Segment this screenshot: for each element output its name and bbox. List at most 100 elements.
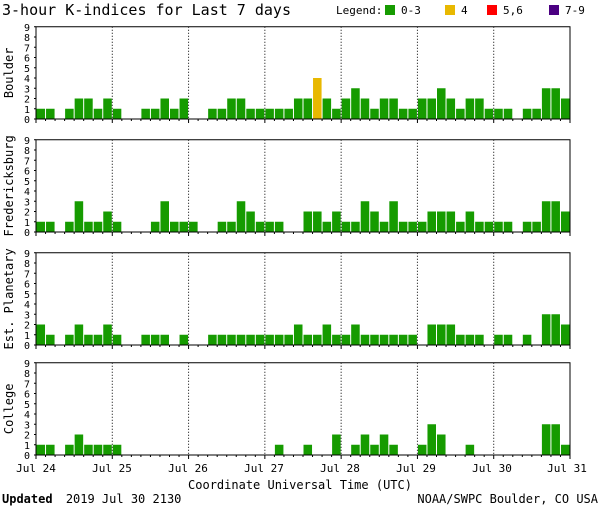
kp-bar — [217, 108, 227, 119]
kp-bar — [170, 221, 179, 232]
kp-bar — [341, 221, 351, 232]
x-tick-label: Jul 24 — [16, 462, 56, 475]
y-tick-label: 5 — [24, 64, 30, 75]
y-tick-label: 5 — [24, 290, 30, 301]
kp-bar — [398, 334, 408, 345]
y-tick-label: 6 — [24, 167, 30, 178]
y-tick-label: 8 — [24, 146, 30, 157]
kp-bar — [541, 424, 551, 455]
kp-bar — [36, 108, 46, 119]
y-tick-label: 3 — [24, 310, 30, 321]
kp-bar — [84, 221, 93, 232]
x-tick-label: Jul 27 — [244, 462, 284, 475]
kp-bar — [560, 444, 570, 455]
kp-bar — [370, 211, 379, 232]
kp-bar — [74, 434, 84, 455]
kp-bar — [303, 98, 313, 119]
kp-bar — [541, 88, 551, 119]
y-tick-label: 4 — [24, 187, 30, 198]
legend-swatch-2 — [487, 5, 497, 15]
kp-bar — [313, 211, 322, 232]
kp-bar — [417, 221, 427, 232]
y-tick-label: 6 — [24, 390, 30, 401]
kp-bar — [465, 334, 475, 345]
kp-bar — [503, 221, 513, 232]
x-tick-label: Jul 30 — [472, 462, 512, 475]
legend-swatch-3 — [549, 5, 559, 15]
y-tick-label: 7 — [24, 156, 30, 167]
kp-bar — [84, 334, 93, 345]
kp-bar — [532, 108, 541, 119]
kp-bar — [303, 211, 313, 232]
kp-bar — [217, 221, 227, 232]
kp-bar — [446, 211, 456, 232]
kp-bar — [475, 334, 484, 345]
kp-bar — [46, 444, 55, 455]
kp-bar — [274, 334, 284, 345]
y-tick-label: 1 — [24, 218, 30, 229]
kp-bar — [293, 98, 303, 119]
kp-bar — [427, 211, 436, 232]
kp-bar — [522, 334, 532, 345]
kp-bar — [255, 108, 265, 119]
kp-bar — [503, 334, 513, 345]
kp-bar — [437, 88, 446, 119]
y-tick-label: 2 — [24, 95, 30, 106]
kp-bar — [494, 221, 503, 232]
kp-bar — [456, 108, 465, 119]
kp-bar — [379, 221, 389, 232]
kp-bar — [370, 108, 379, 119]
kp-bar — [379, 98, 389, 119]
kp-bar — [246, 334, 255, 345]
kp-bar — [150, 334, 160, 345]
kp-bar — [351, 324, 360, 345]
kp-bar — [265, 221, 274, 232]
kp-bar — [465, 211, 475, 232]
y-tick-label: 3 — [24, 84, 30, 95]
kp-bar — [265, 334, 274, 345]
kp-bar — [475, 98, 484, 119]
kp-bar — [93, 108, 103, 119]
y-tick-label: 9 — [24, 136, 30, 147]
y-tick-label: 9 — [24, 359, 30, 370]
kp-bar — [284, 334, 293, 345]
kp-bar — [389, 201, 398, 232]
y-tick-label: 1 — [24, 105, 30, 116]
x-tick-label: Jul 28 — [320, 462, 360, 475]
kp-bar — [141, 334, 150, 345]
footer-updated: Updated 2019 Jul 30 2130 — [2, 492, 181, 506]
kp-bar — [475, 221, 484, 232]
y-tick-label: 4 — [24, 300, 30, 311]
kp-bar — [322, 324, 332, 345]
kp-bar — [313, 78, 322, 119]
kp-bar — [227, 98, 236, 119]
kp-bar — [522, 221, 532, 232]
y-tick-label: 8 — [24, 259, 30, 270]
kp-bar — [313, 334, 322, 345]
kp-bar — [36, 324, 46, 345]
kp-bar — [360, 434, 370, 455]
kp-bar — [303, 444, 313, 455]
kp-bar — [503, 108, 513, 119]
kp-bar — [160, 201, 169, 232]
kp-bar — [360, 334, 370, 345]
y-tick-label: 4 — [24, 410, 30, 421]
y-tick-label: 0 — [24, 341, 30, 352]
y-tick-label: 2 — [24, 321, 30, 332]
kp-bar — [437, 434, 446, 455]
kp-bar — [112, 108, 122, 119]
kp-bar — [494, 334, 503, 345]
legend: Legend: 0-3 4 5,6 7-9 — [336, 4, 585, 17]
y-tick-label: 6 — [24, 280, 30, 291]
kp-bar — [74, 201, 84, 232]
kp-bar — [332, 108, 341, 119]
panel-label: Est. Planetary — [2, 248, 16, 349]
kp-bar — [189, 221, 198, 232]
panel-frame — [35, 252, 571, 346]
kp-bar — [494, 108, 503, 119]
kp-bar — [84, 444, 93, 455]
kp-bar — [437, 211, 446, 232]
footer-updated-label: Updated — [2, 492, 53, 506]
